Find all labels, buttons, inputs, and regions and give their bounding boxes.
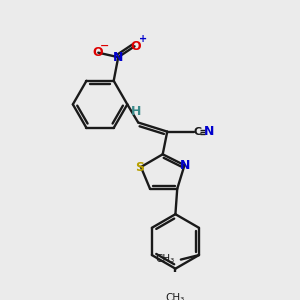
Text: CH₃: CH₃	[155, 254, 175, 264]
Text: CH₃: CH₃	[166, 293, 185, 300]
Text: O: O	[92, 46, 103, 59]
Text: H: H	[131, 105, 142, 118]
Text: O: O	[130, 40, 141, 53]
Text: N: N	[204, 125, 214, 138]
Text: +: +	[139, 34, 147, 44]
Text: S: S	[136, 160, 145, 173]
Text: C: C	[193, 127, 201, 136]
Text: N: N	[180, 159, 190, 172]
Text: −: −	[100, 40, 109, 50]
Text: N: N	[113, 51, 123, 64]
